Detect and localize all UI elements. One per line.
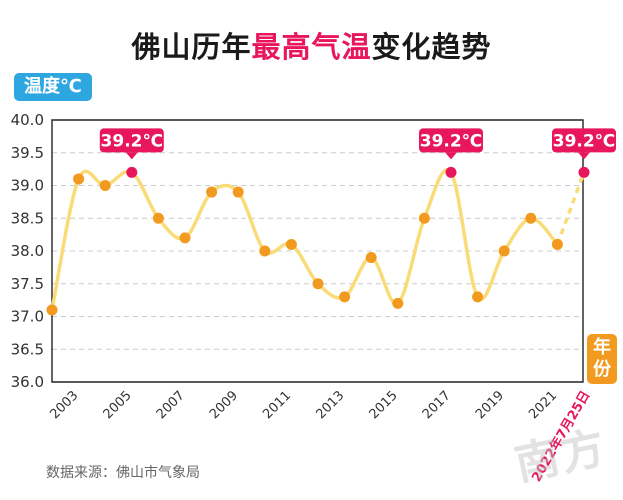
x-tick-label: 2013 — [313, 388, 347, 422]
y-tick-label: 36.0 — [11, 373, 44, 391]
projected-line — [555, 171, 586, 246]
data-point — [472, 291, 484, 303]
series-line — [50, 168, 559, 311]
x-tick-label: 2015 — [367, 388, 401, 422]
y-tick-label: 38.5 — [11, 209, 44, 227]
data-point — [445, 166, 457, 178]
data-point — [525, 212, 537, 224]
peak-label: 39.2℃ — [553, 131, 616, 151]
data-point — [152, 212, 164, 224]
y-tick-label: 38.0 — [11, 242, 44, 260]
peak-callout-box — [99, 128, 164, 153]
x-tick-label: 2005 — [101, 388, 135, 422]
plot-frame — [51, 119, 584, 383]
data-point — [126, 166, 138, 178]
peak-callout-pointer — [125, 152, 138, 160]
x-tick-label: 2017 — [420, 388, 454, 422]
x-tick-label: 2003 — [47, 388, 81, 422]
data-point — [339, 291, 351, 303]
data-point — [206, 186, 218, 198]
y-tick-label: 37.5 — [11, 275, 44, 293]
x-axis-label: 年份 — [587, 334, 617, 384]
y-tick-label: 39.5 — [11, 144, 44, 162]
peak-label: 39.2℃ — [420, 131, 483, 151]
peak-callout-box — [419, 128, 483, 153]
x-tick-label: 2007 — [154, 388, 188, 422]
data-point — [285, 238, 297, 250]
y-axis-label: 温度℃ — [14, 73, 92, 101]
data-point — [73, 173, 85, 185]
peak-callout-pointer — [445, 152, 457, 160]
x-tick-label: 2021 — [526, 388, 560, 422]
y-tick-label: 37.0 — [11, 308, 44, 326]
data-point — [312, 278, 324, 290]
x-tick-label: 2011 — [260, 388, 294, 422]
data-point — [46, 304, 58, 316]
x-tick-label: 2009 — [207, 388, 241, 422]
y-tick-label: 40.0 — [11, 111, 44, 129]
x-tick-label: 2019 — [473, 388, 507, 422]
data-point — [259, 245, 271, 257]
data-point — [392, 297, 404, 309]
peak-callout-pointer — [578, 152, 590, 160]
data-point — [498, 245, 510, 257]
data-point — [179, 232, 191, 244]
peak-callout-box — [552, 128, 616, 153]
source-note: 数据来源：佛山市气象局 — [46, 465, 200, 481]
data-point — [232, 186, 244, 198]
y-tick-label: 39.0 — [11, 177, 44, 195]
y-tick-label: 36.5 — [11, 340, 44, 358]
data-point — [551, 238, 563, 250]
data-point — [99, 180, 111, 191]
peak-label: 39.2℃ — [101, 131, 164, 151]
projected-point — [578, 166, 590, 178]
chart-title: 佛山历年最高气温变化趋势 — [131, 30, 492, 64]
data-point — [418, 212, 430, 224]
data-point — [365, 252, 377, 264]
